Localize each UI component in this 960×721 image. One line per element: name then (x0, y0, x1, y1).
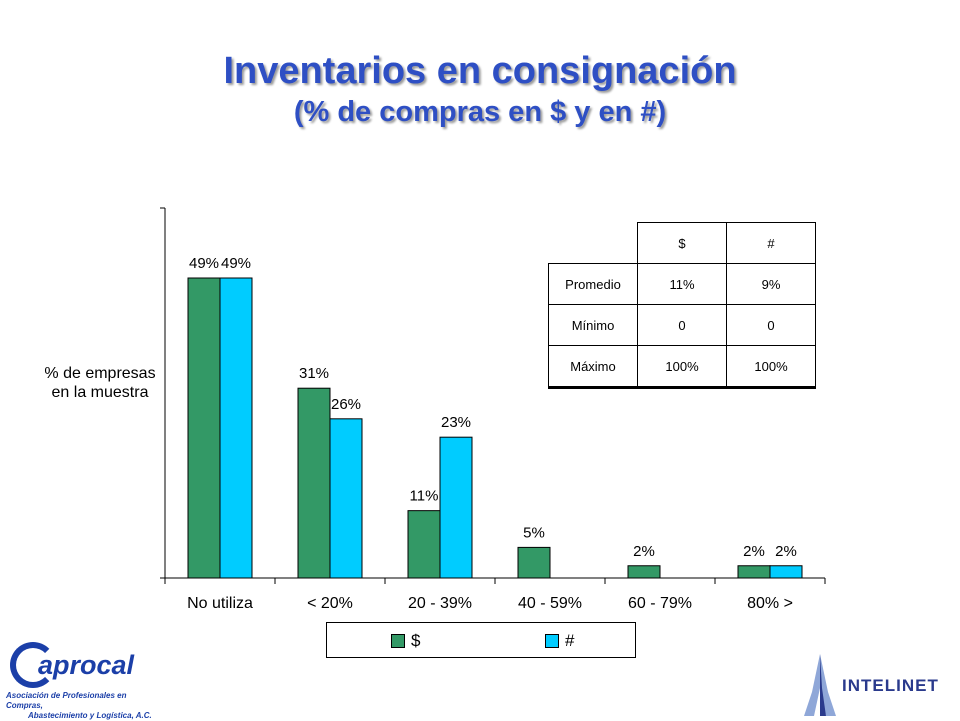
legend-item-count: # (545, 631, 574, 651)
stats-row-promedio: Promedio 11% 9% (548, 263, 816, 305)
aprocal-logo-subtitle: Asociación de Profesionales en Compras, … (6, 691, 156, 721)
bar-dollar (407, 510, 441, 579)
legend-swatch-count (545, 634, 559, 648)
stats-header-row: $ # (548, 222, 816, 264)
stats-cell: 0 (726, 304, 816, 346)
stats-cell: Máximo (548, 345, 638, 389)
bar-dollar (627, 565, 661, 579)
intelinet-logo-word: INTELINET (842, 676, 939, 695)
legend-label-count: # (565, 631, 575, 650)
data-label-dollar: 49% (189, 255, 219, 272)
page-title: Inventarios en consignación (223, 50, 737, 92)
legend-swatch-dollar (391, 634, 405, 648)
legend-label-dollar: $ (411, 631, 421, 650)
data-label-count: 23% (441, 414, 471, 431)
bar-count (439, 436, 473, 579)
bar-dollar (737, 565, 771, 579)
y-axis-label-line-2: en la muestra (51, 384, 149, 401)
x-tick-label: 20 - 39% (408, 595, 472, 612)
bar-dollar (517, 546, 551, 579)
stats-cell: 100% (726, 345, 816, 389)
stats-header-empty (548, 222, 638, 264)
aprocal-logo-word: aprocal (38, 650, 135, 680)
stats-cell: 0 (637, 304, 727, 346)
aprocal-subtitle-line-1: Asociación de Profesionales en Compras, (6, 691, 127, 710)
bar-count (769, 565, 803, 579)
intelinet-mark-icon (804, 654, 836, 716)
stats-header-count: # (726, 222, 816, 264)
x-tick-label: 40 - 59% (518, 595, 582, 612)
data-label-dollar: 5% (523, 524, 545, 541)
y-axis-label: % de empresas en la muestra (30, 364, 170, 402)
aprocal-logo: aprocal Asociación de Profesionales en C… (4, 636, 154, 720)
stats-row-minimo: Mínimo 0 0 (548, 304, 816, 346)
data-label-count: 26% (331, 396, 361, 413)
data-label-dollar: 11% (410, 488, 439, 505)
data-label-count: 2% (775, 543, 797, 560)
x-tick-label: < 20% (307, 595, 353, 612)
y-axis-label-line-1: % de empresas (44, 365, 156, 382)
stats-row-maximo: Máximo 100% 100% (548, 345, 816, 389)
aprocal-swoosh-icon (10, 642, 56, 688)
aprocal-subtitle-line-2: Abastecimiento y Logística, A.C. (28, 711, 152, 720)
page-subtitle: (% de compras en $ y en #) (293, 96, 667, 128)
stats-cell: 11% (637, 263, 727, 305)
stats-header-dollar: $ (637, 222, 727, 264)
data-label-count: 49% (221, 255, 251, 272)
bar-count (219, 277, 253, 579)
legend-item-dollar: $ (391, 631, 420, 651)
bar-dollar (297, 387, 331, 579)
bar-count (329, 418, 363, 579)
stats-cell: Promedio (548, 263, 638, 305)
data-label-dollar: 2% (633, 543, 655, 560)
intelinet-logo: INTELINET (796, 652, 960, 718)
data-label-dollar: 2% (743, 543, 765, 560)
x-tick-label: 60 - 79% (628, 595, 692, 612)
x-tick-label: 80% > (747, 595, 793, 612)
stats-table: $ # Promedio 11% 9% Mínimo 0 0 Máximo 10… (548, 222, 816, 389)
stats-cell: Mínimo (548, 304, 638, 346)
stats-cell: 9% (726, 263, 816, 305)
chart-legend: $ # (326, 622, 636, 658)
bar-dollar (187, 277, 221, 579)
x-tick-label: No utiliza (187, 595, 253, 612)
data-label-dollar: 31% (299, 365, 329, 382)
stats-cell: 100% (637, 345, 727, 389)
